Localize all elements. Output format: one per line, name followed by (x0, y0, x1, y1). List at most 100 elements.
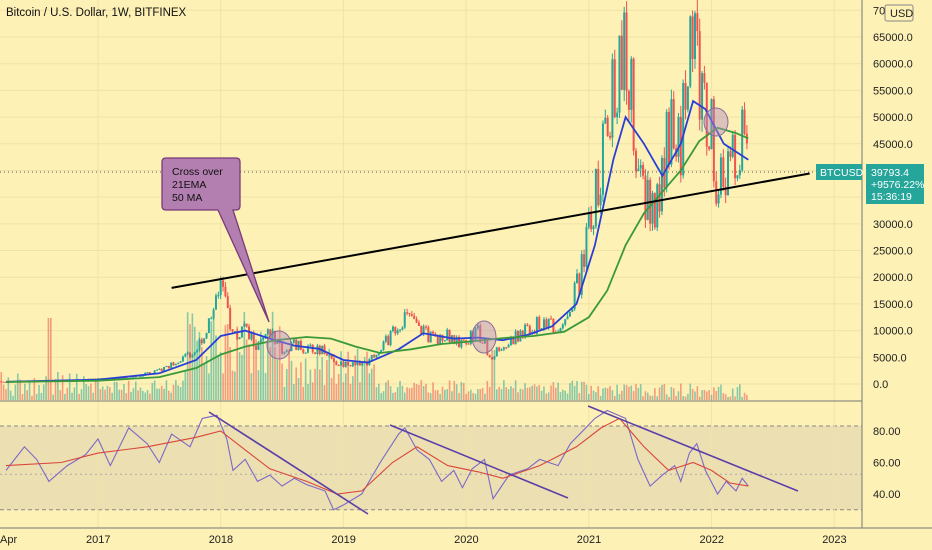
volume-bar (24, 383, 26, 400)
volume-bar (344, 373, 347, 400)
volume-bar (385, 382, 387, 400)
candle-body (601, 123, 604, 195)
rsi-trend-line[interactable] (587, 405, 799, 492)
volume-bar (352, 376, 354, 400)
price-tick-label: 5000.0 (873, 352, 907, 364)
candle-body (332, 358, 335, 362)
volume-bar (462, 383, 465, 400)
candle-body (486, 340, 489, 356)
candle-body (734, 134, 737, 179)
volume-bar (373, 364, 375, 400)
candle-body (337, 365, 340, 367)
volume-bar (545, 393, 548, 400)
volume-bar (705, 391, 708, 400)
candle-body (210, 318, 213, 320)
volume-bar (90, 383, 92, 400)
volume-bar (337, 373, 340, 400)
candle-body (590, 213, 593, 230)
candle-body (689, 16, 692, 87)
candle-body (634, 150, 637, 172)
volume-bar (420, 380, 423, 400)
candle-body (729, 151, 732, 157)
candle-body (583, 254, 586, 267)
candle-body (387, 336, 390, 346)
candle-body (651, 193, 654, 224)
candle-body (351, 362, 354, 367)
candle-body (252, 332, 255, 346)
volume-bar (142, 390, 144, 400)
currency-button[interactable]: USD (884, 4, 914, 22)
volume-bar (217, 355, 220, 400)
candle-body (391, 326, 394, 332)
candle-body (262, 337, 265, 340)
volume-bar (153, 380, 156, 400)
candle-body (587, 213, 590, 228)
volume-bar (484, 393, 486, 400)
trend-line[interactable] (171, 172, 810, 289)
candle-body (245, 323, 248, 327)
candle-body (193, 352, 196, 355)
volume-bar (19, 379, 21, 400)
volume-bar (165, 380, 168, 400)
time-axis[interactable]: Apr 2017 2018 2019 2020 2021 2022 2023 (0, 534, 847, 546)
candle-body (467, 343, 470, 345)
annotation-callout[interactable]: Cross over 21EMA 50 MA (161, 157, 270, 323)
candle-body (281, 343, 284, 354)
candle-body (382, 341, 385, 350)
candle-body (325, 354, 328, 356)
candle-body (665, 111, 668, 188)
volume-bar (446, 389, 449, 400)
volume-bar (342, 382, 345, 400)
candle-body (453, 335, 456, 344)
candle-body (257, 342, 260, 350)
volume-bar (123, 384, 125, 400)
rsi-tick-label: 40.00 (873, 489, 901, 501)
candle-body (146, 372, 149, 374)
volume-bar (184, 370, 187, 400)
candle-body (2, 381, 5, 383)
volume-bar (637, 387, 640, 400)
rsi-axis[interactable]: 40.00 60.00 80.00 (873, 426, 901, 501)
candle-body (550, 318, 553, 320)
candle-body (139, 376, 142, 378)
volume-bar (158, 388, 161, 400)
candle-body (564, 319, 567, 325)
candle-body (347, 361, 350, 366)
volume-bar (349, 383, 352, 400)
volume-bar (340, 351, 342, 400)
volume-bar (644, 391, 647, 400)
volume-bar (585, 384, 588, 400)
candle-body (592, 226, 595, 230)
volume-bar (392, 392, 394, 400)
volume-bar (630, 385, 633, 400)
volume-bar (229, 347, 231, 400)
volume-bar (127, 380, 130, 400)
volume-bar (514, 380, 517, 400)
rsi-trend-line[interactable] (208, 411, 369, 515)
annotation-line-3: 50 MA (172, 192, 202, 204)
volume-bar (665, 394, 668, 400)
volume-bar (319, 369, 321, 400)
currency-button-frame (884, 4, 914, 22)
volume-bar (609, 386, 611, 400)
volume-bar (111, 392, 113, 400)
volume-bar (260, 331, 262, 400)
highlight-circle (266, 330, 292, 360)
volume-bar (479, 389, 482, 400)
volume-bar (680, 383, 682, 400)
volume-bar (224, 324, 227, 400)
candle-body (212, 309, 215, 319)
candle-body (219, 280, 222, 296)
volume-bar (618, 393, 621, 400)
volume-bar (550, 385, 552, 400)
volume-bar (182, 380, 184, 400)
volume-bar (290, 360, 293, 400)
volume-bar (436, 390, 439, 400)
candle-body (693, 13, 696, 60)
candle-body (677, 116, 680, 157)
candle-body (462, 339, 465, 341)
volume-bar (703, 389, 706, 400)
candle-body (377, 353, 380, 355)
volume-bar (125, 393, 128, 400)
rsi-trend-line[interactable] (389, 424, 569, 499)
